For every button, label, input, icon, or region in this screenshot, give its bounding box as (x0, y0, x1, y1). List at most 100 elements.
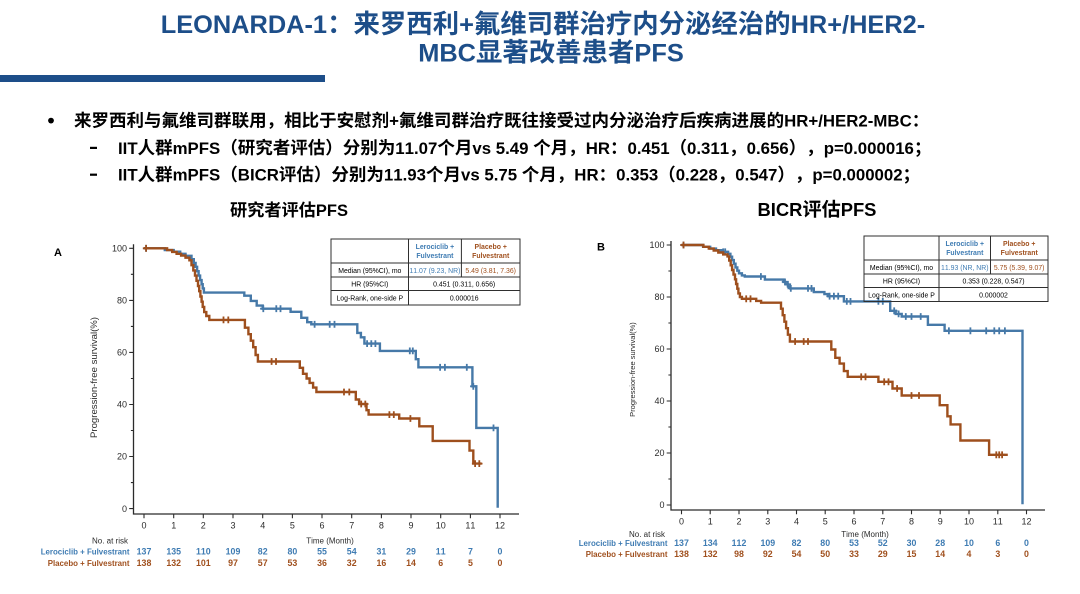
svg-text:110: 110 (196, 546, 211, 556)
svg-text:5: 5 (468, 558, 473, 568)
svg-text:6: 6 (438, 558, 443, 568)
svg-text:Log-Rank, one-side P: Log-Rank, one-side P (336, 296, 403, 303)
svg-text:0.353 (0.228, 0.547): 0.353 (0.228, 0.547) (962, 279, 1024, 286)
svg-text:109: 109 (760, 538, 775, 548)
svg-text:Progression-free survival(%): Progression-free survival(%) (89, 317, 100, 438)
svg-text:9: 9 (938, 517, 943, 527)
svg-text:4: 4 (967, 549, 972, 559)
svg-text:55: 55 (317, 546, 327, 556)
svg-text:10: 10 (964, 517, 974, 527)
svg-text:0: 0 (659, 500, 664, 510)
svg-text:Time (Month): Time (Month) (306, 537, 354, 546)
svg-text:82: 82 (258, 546, 268, 556)
svg-text:0.451: 0.451 (628, 139, 670, 158)
svg-text:50: 50 (820, 549, 830, 559)
svg-text:138: 138 (674, 549, 689, 559)
svg-text:Placebo + Fulvestrant: Placebo + Fulvestrant (48, 559, 130, 568)
svg-text:100: 100 (649, 240, 664, 250)
svg-text:HR (95%CI): HR (95%CI) (351, 282, 388, 289)
svg-text:12: 12 (1021, 517, 1031, 527)
svg-text:135: 135 (166, 546, 181, 556)
svg-text:Fulvestrant: Fulvestrant (1001, 250, 1039, 257)
svg-text:6: 6 (851, 517, 856, 527)
svg-text:vs 5.49: vs 5.49 (472, 139, 528, 158)
svg-text:Placebo +: Placebo + (1003, 241, 1035, 248)
svg-text:HR+/HER2-: HR+/HER2- (791, 11, 926, 39)
svg-text:3: 3 (765, 517, 770, 527)
svg-text:100: 100 (112, 244, 127, 254)
svg-text:53: 53 (849, 538, 859, 548)
svg-text:Fulvestrant: Fulvestrant (946, 250, 984, 257)
svg-text:0: 0 (122, 504, 127, 514)
svg-text:28: 28 (935, 538, 945, 548)
svg-text:7: 7 (349, 521, 354, 531)
svg-text:5.49 (3.81, 7.36): 5.49 (3.81, 7.36) (465, 268, 516, 275)
svg-text:80: 80 (654, 292, 664, 302)
svg-text:Fulvestrant: Fulvestrant (416, 253, 454, 260)
svg-text:5: 5 (823, 517, 828, 527)
svg-text:8: 8 (909, 517, 914, 527)
svg-text:36: 36 (317, 558, 327, 568)
svg-text:137: 137 (137, 546, 152, 556)
svg-text:IIT: IIT (118, 166, 138, 185)
svg-text:Lerociclib +: Lerociclib + (416, 244, 455, 251)
svg-text:Fulvestrant: Fulvestrant (472, 253, 510, 260)
svg-text:HR+/HER2-MBC: HR+/HER2-MBC (784, 112, 912, 131)
svg-text:8: 8 (379, 521, 384, 531)
svg-text:p=0.000002: p=0.000002 (812, 166, 902, 185)
svg-text:+: + (459, 11, 474, 39)
svg-text:HR (95%CI): HR (95%CI) (883, 279, 920, 286)
svg-text:1: 1 (708, 517, 713, 527)
svg-text:Lerociclib + Fulvestrant: Lerociclib + Fulvestrant (579, 539, 668, 548)
svg-text:0.656: 0.656 (747, 139, 789, 158)
svg-text:12: 12 (495, 521, 505, 531)
svg-text:PFS: PFS (316, 201, 348, 220)
svg-text:Lerociclib +: Lerociclib + (946, 241, 985, 248)
svg-text:11.07 (9.23, NR): 11.07 (9.23, NR) (409, 268, 460, 275)
svg-text:54: 54 (792, 549, 802, 559)
svg-text:No. at risk: No. at risk (92, 537, 129, 546)
svg-text:Log-Rank, one-side P: Log-Rank, one-side P (868, 292, 935, 299)
svg-text:MBC: MBC (418, 39, 476, 67)
svg-text:30: 30 (907, 538, 917, 548)
svg-text:6: 6 (319, 521, 324, 531)
svg-text:92: 92 (763, 549, 773, 559)
svg-text:40: 40 (117, 400, 127, 410)
svg-text:10: 10 (436, 521, 446, 531)
svg-text:1: 1 (171, 521, 176, 531)
svg-text:0: 0 (498, 558, 503, 568)
svg-text:BICR: BICR (758, 199, 803, 220)
svg-text:109: 109 (226, 546, 241, 556)
svg-text:0.353: 0.353 (616, 166, 658, 185)
svg-text:Placebo + Fulvestrant: Placebo + Fulvestrant (586, 550, 668, 559)
svg-text:5.75 (5.39, 9.07): 5.75 (5.39, 9.07) (994, 265, 1045, 272)
svg-text:mPFS: mPFS (173, 139, 221, 158)
svg-text:52: 52 (878, 538, 888, 548)
svg-text:0.451 (0.311, 0.656): 0.451 (0.311, 0.656) (433, 282, 495, 289)
svg-text:mPFS: mPFS (173, 166, 221, 185)
svg-text:11: 11 (465, 521, 475, 531)
svg-text:0: 0 (1024, 538, 1029, 548)
svg-text:3: 3 (230, 521, 235, 531)
svg-text:0.000016: 0.000016 (450, 296, 479, 303)
svg-text:20: 20 (117, 452, 127, 462)
svg-text:29: 29 (878, 549, 888, 559)
svg-text:9: 9 (408, 521, 413, 531)
svg-text:53: 53 (288, 558, 298, 568)
svg-text:LEONARDA-1: LEONARDA-1 (161, 11, 327, 39)
svg-text:132: 132 (703, 549, 718, 559)
svg-text:5: 5 (290, 521, 295, 531)
svg-text:4: 4 (794, 517, 799, 527)
svg-text:80: 80 (288, 546, 298, 556)
svg-text:A: A (54, 247, 62, 259)
svg-text:31: 31 (377, 546, 387, 556)
svg-text:Placebo +: Placebo + (475, 244, 507, 251)
svg-text:15: 15 (907, 549, 917, 559)
svg-text:Median (95%CI), mo: Median (95%CI), mo (338, 268, 401, 275)
svg-text:60: 60 (117, 348, 127, 358)
svg-text:57: 57 (258, 558, 268, 568)
svg-text:11.07: 11.07 (395, 139, 437, 158)
svg-text:7: 7 (468, 546, 473, 556)
svg-text:132: 132 (166, 558, 181, 568)
svg-text:Lerociclib + Fulvestrant: Lerociclib + Fulvestrant (41, 547, 130, 556)
